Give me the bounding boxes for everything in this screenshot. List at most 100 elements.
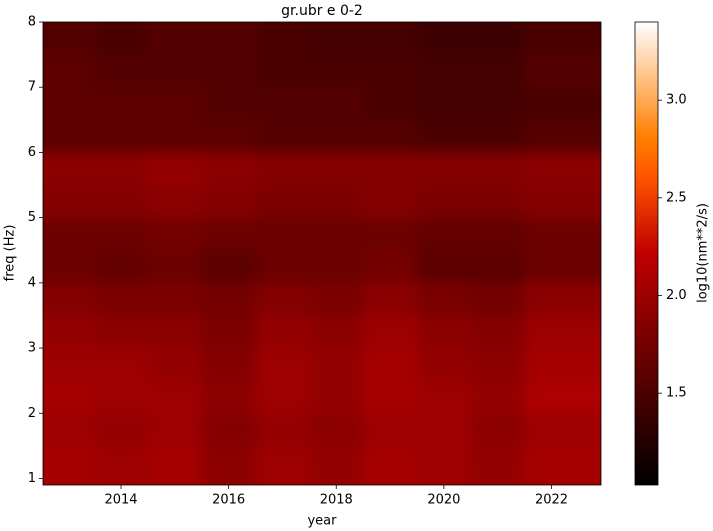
x-tick-label: 2018 xyxy=(320,493,353,508)
heatmap-cell xyxy=(94,315,149,349)
heatmap-cell xyxy=(524,217,601,251)
heatmap-cell xyxy=(470,445,526,485)
heatmap-cell xyxy=(363,54,418,88)
heatmap-cell xyxy=(524,445,601,485)
heatmap-cell xyxy=(147,217,203,251)
heatmap-cell xyxy=(470,217,526,251)
heatmap-cell xyxy=(43,152,95,186)
heatmap-cell xyxy=(416,413,472,447)
heatmap-cell xyxy=(201,348,257,382)
heatmap-cell xyxy=(147,54,203,88)
heatmap-cell xyxy=(201,315,257,349)
heatmap-cell xyxy=(470,380,526,414)
heatmap-cell xyxy=(94,217,149,251)
heatmap-cell xyxy=(363,315,418,349)
heatmap-cell xyxy=(416,250,472,284)
heatmap-cell xyxy=(43,250,95,284)
x-axis-label: year xyxy=(307,514,337,529)
heatmap-cell xyxy=(43,413,95,447)
y-tick-label: 6 xyxy=(28,145,36,160)
heatmap-cell xyxy=(201,250,257,284)
heatmap-cell xyxy=(363,119,418,153)
heatmap-cell xyxy=(201,282,257,316)
heatmap-cell xyxy=(524,348,601,382)
heatmap-cell xyxy=(255,315,310,349)
heatmap-cell xyxy=(470,54,526,88)
heatmap-cell xyxy=(524,119,601,153)
heatmap-cell xyxy=(470,185,526,219)
heatmap-cell xyxy=(94,348,149,382)
heatmap-cell xyxy=(255,185,310,219)
heatmap-cell xyxy=(363,152,418,186)
heatmap-cell xyxy=(470,152,526,186)
heatmap-cell xyxy=(255,54,310,88)
chart-title: gr.ubr e 0-2 xyxy=(281,3,363,19)
heatmap-cell xyxy=(147,348,203,382)
heatmap-cell xyxy=(524,282,601,316)
heatmap-cell xyxy=(201,185,257,219)
y-tick-label: 8 xyxy=(28,15,36,30)
colorbar-label: log10(nm**2/s) xyxy=(696,203,711,303)
heatmap-cell xyxy=(309,119,364,153)
heatmap-cell xyxy=(147,22,203,56)
heatmap-cell xyxy=(201,413,257,447)
heatmap-cell xyxy=(524,54,601,88)
plot-frame xyxy=(42,21,602,486)
heatmap-cell xyxy=(94,152,149,186)
x-tick-label: 2022 xyxy=(535,493,568,508)
heatmap-cell xyxy=(416,217,472,251)
heatmap-cell xyxy=(43,54,95,88)
y-tick-label: 7 xyxy=(28,80,36,95)
heatmap-cell xyxy=(416,54,472,88)
heatmap-cell xyxy=(363,445,418,485)
heatmap-cell xyxy=(363,217,418,251)
heatmap-cell xyxy=(309,282,364,316)
colorbar xyxy=(634,21,659,486)
heatmap-cell xyxy=(201,445,257,485)
heatmap-cell xyxy=(43,282,95,316)
heatmap-cell xyxy=(524,152,601,186)
heatmap-cell xyxy=(524,22,601,56)
colorbar-tick-label: 2.5 xyxy=(666,190,687,205)
heatmap-cell xyxy=(524,87,601,121)
heatmap-cell xyxy=(524,185,601,219)
heatmap-cell xyxy=(416,22,472,56)
heatmap-cell xyxy=(309,152,364,186)
heatmap-cell xyxy=(94,445,149,485)
heatmap-cell xyxy=(201,54,257,88)
heatmap-cell xyxy=(470,87,526,121)
heatmap-cell xyxy=(363,282,418,316)
heatmap-cell xyxy=(147,445,203,485)
heatmap-cell xyxy=(363,348,418,382)
colorbar-tick-label: 2.0 xyxy=(666,288,687,303)
heatmap-cell xyxy=(43,348,95,382)
x-tick-label: 2016 xyxy=(212,493,245,508)
heatmap-cell xyxy=(309,22,364,56)
heatmap-cell xyxy=(470,119,526,153)
heatmap-cell xyxy=(147,152,203,186)
heatmap-cell xyxy=(309,348,364,382)
heatmap-cell xyxy=(524,315,601,349)
y-tick-label: 1 xyxy=(28,471,36,486)
heatmap-cell xyxy=(94,119,149,153)
heatmap-cell xyxy=(94,22,149,56)
heatmap-cell xyxy=(255,87,310,121)
heatmap-cell xyxy=(309,54,364,88)
heatmap-cell xyxy=(470,282,526,316)
heatmap-cell xyxy=(309,185,364,219)
heatmap-cell xyxy=(147,413,203,447)
heatmap-cell xyxy=(147,87,203,121)
heatmap-cell xyxy=(363,87,418,121)
heatmap-cell xyxy=(94,250,149,284)
heatmap-cell xyxy=(524,413,601,447)
x-tick-label: 2014 xyxy=(104,493,137,508)
heatmap-cell xyxy=(363,185,418,219)
heatmap-cell xyxy=(94,87,149,121)
heatmap-cell xyxy=(524,250,601,284)
heatmap-cell xyxy=(470,250,526,284)
heatmap-cell xyxy=(147,119,203,153)
heatmap-cell xyxy=(43,119,95,153)
heatmap-cell xyxy=(255,152,310,186)
colorbar-tick-label: 3.0 xyxy=(666,93,687,108)
